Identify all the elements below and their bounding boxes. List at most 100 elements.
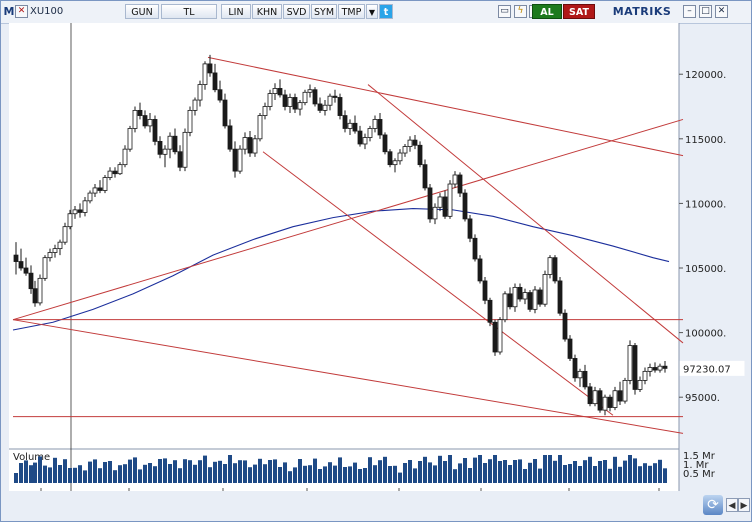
candle-body[interactable]: [642, 370, 648, 381]
candle-body[interactable]: [392, 160, 398, 166]
candle-body[interactable]: [647, 367, 653, 372]
candle-body[interactable]: [607, 396, 613, 408]
candle-body[interactable]: [317, 103, 323, 111]
candle-body[interactable]: [377, 119, 383, 136]
candle-body[interactable]: [477, 258, 483, 282]
candle-body[interactable]: [602, 396, 608, 411]
restore-icon[interactable]: ▭: [498, 5, 511, 18]
candle-body[interactable]: [527, 292, 533, 310]
scale-button[interactable]: LIN: [221, 4, 251, 19]
candle-body[interactable]: [187, 109, 193, 133]
maximize-icon[interactable]: □: [699, 5, 712, 18]
candle-body[interactable]: [82, 200, 88, 213]
candle-body[interactable]: [427, 187, 433, 220]
candle-body[interactable]: [212, 72, 218, 91]
candle-body[interactable]: [72, 209, 78, 215]
candle-body[interactable]: [592, 390, 598, 405]
candle-body[interactable]: [18, 261, 24, 269]
candle-body[interactable]: [167, 135, 173, 150]
candle-body[interactable]: [137, 109, 143, 116]
candle-body[interactable]: [32, 288, 38, 304]
candle-body[interactable]: [112, 170, 118, 175]
candle-body[interactable]: [512, 286, 518, 308]
candle-body[interactable]: [637, 380, 643, 390]
candle-body[interactable]: [357, 130, 363, 145]
candle-body[interactable]: [472, 237, 478, 260]
candle-body[interactable]: [42, 257, 48, 279]
candle-body[interactable]: [342, 115, 348, 129]
candle-body[interactable]: [507, 293, 513, 308]
clear-button[interactable]: SVD: [283, 4, 310, 19]
candle-body[interactable]: [312, 89, 318, 105]
candle-body[interactable]: [532, 289, 538, 310]
candle-body[interactable]: [542, 274, 548, 305]
candle-body[interactable]: [387, 151, 393, 166]
candle-body[interactable]: [562, 312, 568, 340]
candle-body[interactable]: [382, 134, 388, 153]
sell-button[interactable]: SAT: [563, 4, 595, 19]
candle-body[interactable]: [657, 365, 663, 371]
candle-body[interactable]: [622, 380, 628, 402]
candle-body[interactable]: [517, 286, 523, 300]
candle-body[interactable]: [632, 345, 638, 390]
candle-body[interactable]: [372, 119, 378, 129]
candle-body[interactable]: [327, 95, 333, 106]
candle-body[interactable]: [462, 192, 468, 220]
candle-body[interactable]: [162, 148, 168, 155]
candle-body[interactable]: [182, 131, 188, 168]
chart-type-button[interactable]: KHN: [252, 4, 282, 19]
candle-body[interactable]: [117, 164, 123, 175]
candle-body[interactable]: [102, 177, 108, 191]
candle-body[interactable]: [367, 128, 373, 138]
candle-body[interactable]: [362, 137, 368, 145]
candle-body[interactable]: [347, 122, 353, 129]
candle-body[interactable]: [332, 95, 338, 98]
dropdown-arrow-icon[interactable]: ▼: [366, 4, 378, 19]
candle-body[interactable]: [227, 125, 233, 150]
candle-body[interactable]: [28, 272, 34, 290]
buy-button[interactable]: AL: [532, 4, 562, 19]
period-button[interactable]: GUN: [125, 4, 159, 19]
candle-body[interactable]: [247, 137, 253, 154]
symbol-name[interactable]: XU100: [30, 6, 64, 17]
candle-body[interactable]: [417, 144, 423, 166]
candle-body[interactable]: [47, 252, 53, 259]
candle-body[interactable]: [572, 358, 578, 379]
candle-body[interactable]: [302, 91, 308, 104]
close-icon[interactable]: ✕: [715, 5, 728, 18]
candle-body[interactable]: [267, 93, 273, 107]
currency-button[interactable]: TL: [161, 4, 217, 19]
candle-body[interactable]: [407, 139, 413, 147]
candle-body[interactable]: [307, 89, 313, 93]
candle-body[interactable]: [662, 365, 668, 369]
candle-body[interactable]: [577, 370, 583, 379]
candle-body[interactable]: [127, 128, 133, 150]
candle-body[interactable]: [522, 292, 528, 300]
candle-body[interactable]: [447, 183, 453, 217]
candle-body[interactable]: [237, 148, 243, 172]
candle-body[interactable]: [452, 174, 458, 185]
link-icon[interactable]: ϟ: [514, 5, 527, 18]
candle-body[interactable]: [587, 386, 593, 405]
candle-body[interactable]: [262, 106, 268, 116]
candle-body[interactable]: [23, 267, 29, 274]
trend-line[interactable]: [12, 118, 684, 321]
candle-body[interactable]: [222, 99, 228, 127]
candle-body[interactable]: [77, 209, 83, 213]
candle-body[interactable]: [492, 321, 498, 353]
candle-body[interactable]: [13, 254, 19, 262]
candle-body[interactable]: [457, 174, 463, 194]
candle-body[interactable]: [177, 151, 183, 168]
candle-body[interactable]: [292, 97, 298, 110]
candle-body[interactable]: [277, 88, 283, 96]
candle-body[interactable]: [132, 109, 138, 129]
candle-body[interactable]: [597, 390, 603, 411]
candle-body[interactable]: [432, 206, 438, 220]
template-button[interactable]: TMP: [338, 4, 365, 19]
scroll-left-icon[interactable]: ◀: [726, 498, 738, 512]
candle-body[interactable]: [297, 102, 303, 110]
trend-line[interactable]: [262, 151, 614, 416]
candle-body[interactable]: [232, 148, 238, 172]
candle-body[interactable]: [442, 196, 448, 217]
candle-body[interactable]: [272, 88, 278, 94]
